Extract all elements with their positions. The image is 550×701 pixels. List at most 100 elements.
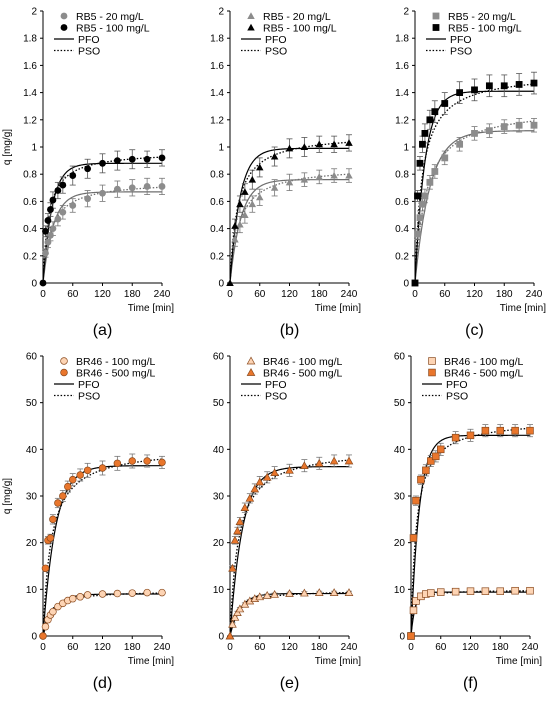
data-point (526, 426, 534, 435)
data-point (285, 178, 294, 186)
x-tick-label: 60 (67, 642, 79, 653)
data-point (113, 459, 122, 468)
y-tick-label: 10 (213, 585, 225, 596)
data-point (345, 139, 353, 146)
data-point (236, 220, 244, 228)
data-point (228, 619, 237, 628)
data-point (83, 591, 92, 599)
data-point (128, 155, 136, 163)
y-tick-label: 1 (403, 143, 409, 154)
legend-entry: RB5 - 20 mg/L (76, 11, 144, 23)
data-point (262, 590, 272, 599)
legend-entry: RB5 - 20 mg/L (263, 11, 331, 23)
legend-entry: PFO (450, 34, 472, 46)
data-point (59, 208, 67, 216)
y-tick-label: 1.6 (210, 61, 224, 72)
legend-entry: RB5 - 100 mg/L (448, 23, 522, 35)
data-point (485, 127, 493, 135)
data-point (451, 587, 460, 596)
data-point (128, 589, 137, 597)
legend-entry: BR46 - 100 mg/L (263, 356, 343, 368)
y-tick-label: 40 (26, 445, 38, 456)
data-point (530, 79, 538, 87)
x-tick-label: 180 (496, 289, 513, 300)
data-point (315, 173, 323, 180)
legend-entry: RB5 - 100 mg/L (263, 23, 337, 35)
y-tick-label: 10 (394, 585, 406, 596)
data-point (230, 535, 240, 544)
y-tick-label: 1 (218, 143, 224, 154)
data-point (44, 217, 52, 224)
data-point (84, 195, 92, 203)
data-point (416, 159, 424, 167)
y-tick-label: 20 (394, 538, 406, 549)
data-point (421, 130, 429, 137)
x-axis-label: Time [min] (315, 656, 362, 667)
y-tick-label: 60 (394, 352, 406, 363)
data-point (248, 175, 257, 183)
data-point (76, 471, 84, 479)
legend-entry: RB5 - 20 mg/L (448, 11, 516, 23)
data-point (419, 140, 426, 148)
x-tick-label: 120 (94, 289, 111, 300)
data-point (113, 185, 121, 193)
legend-marker (432, 12, 440, 20)
data-point (230, 612, 240, 621)
data-point (515, 81, 523, 88)
data-point (431, 108, 439, 116)
data-point (511, 426, 519, 435)
data-point (64, 482, 72, 491)
y-tick-label: 1.4 (395, 88, 409, 99)
x-tick-label: 120 (94, 642, 111, 653)
data-point (496, 426, 505, 435)
data-point (466, 587, 475, 595)
y-tick-label: 1.4 (23, 88, 37, 99)
legend-entry: PFO (446, 379, 468, 391)
data-point (231, 235, 239, 243)
legend-marker (246, 356, 256, 365)
data-point (314, 588, 324, 596)
legend-entry: PSO (446, 391, 468, 403)
data-point (256, 163, 264, 171)
data-point (270, 590, 279, 598)
y-tick-label: 30 (394, 492, 406, 503)
data-point (526, 586, 534, 595)
legend-marker (247, 23, 255, 31)
data-point (300, 588, 309, 597)
x-tick-label: 0 (40, 642, 46, 653)
data-point (241, 211, 249, 218)
legend-entry: PSO (265, 391, 287, 403)
panel-label: (b) (280, 322, 300, 339)
x-tick-label: 120 (281, 642, 298, 653)
data-point (270, 468, 279, 477)
legend-entry: PFO (78, 379, 100, 391)
data-point (128, 184, 136, 192)
x-axis-label: Time [min] (128, 656, 175, 667)
panel-label: (f) (463, 675, 478, 692)
x-tick-label: 60 (254, 642, 266, 653)
data-point (248, 200, 257, 208)
pfo-fit-curve (414, 130, 534, 284)
data-point (414, 230, 421, 238)
data-point (68, 594, 77, 603)
legend-entry: BR46 - 100 mg/L (444, 356, 524, 368)
data-point (409, 606, 418, 615)
data-point (76, 593, 84, 601)
y-tick-label: 0 (31, 279, 37, 290)
panel-label: (e) (280, 675, 300, 692)
y-tick-label: 40 (394, 445, 406, 456)
pso-fit-curve (229, 141, 350, 284)
y-tick-label: 10 (26, 585, 38, 596)
legend-marker (60, 357, 68, 365)
data-point (437, 445, 445, 454)
y-tick-label: 1.4 (210, 88, 224, 99)
data-point (431, 168, 439, 175)
data-point (256, 193, 264, 201)
x-tick-label: 180 (311, 289, 328, 300)
x-tick-label: 60 (439, 289, 451, 300)
data-point (158, 458, 166, 467)
